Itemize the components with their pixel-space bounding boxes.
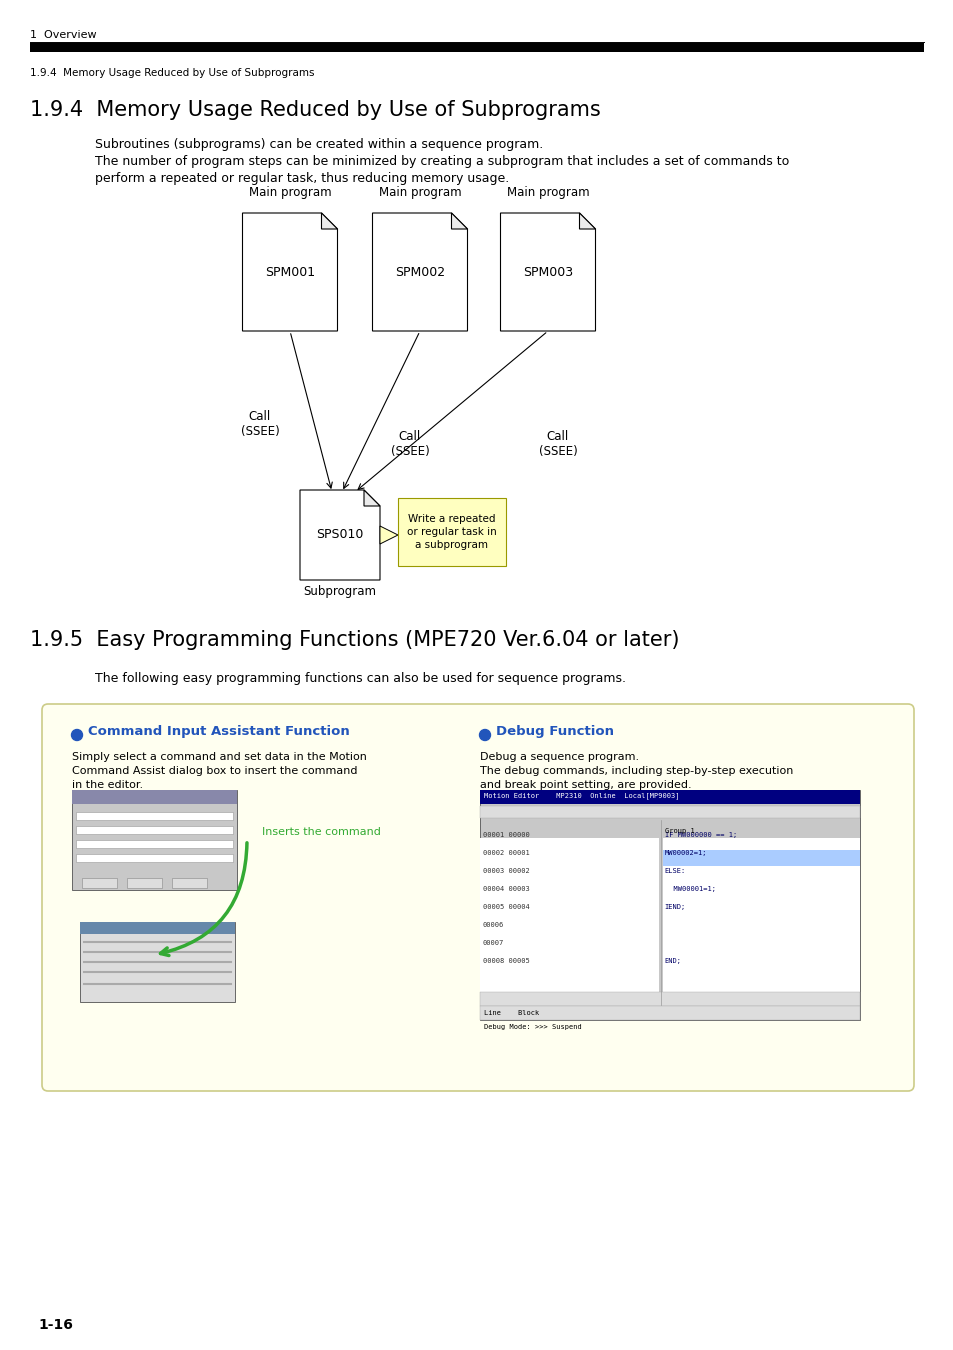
- Text: Main program: Main program: [506, 186, 589, 198]
- FancyBboxPatch shape: [397, 498, 505, 566]
- Text: SPM001: SPM001: [265, 266, 314, 278]
- Text: SPM002: SPM002: [395, 266, 445, 278]
- Bar: [172, 878, 207, 888]
- Text: 1  Overview: 1 Overview: [30, 30, 96, 40]
- Text: Debug a sequence program.: Debug a sequence program.: [479, 752, 639, 761]
- Text: 1.9.4  Memory Usage Reduced by Use of Subprograms: 1.9.4 Memory Usage Reduced by Use of Sub…: [30, 68, 314, 78]
- Bar: [479, 992, 859, 1006]
- Text: Command Assist dialog box to insert the command: Command Assist dialog box to insert the …: [71, 765, 357, 776]
- Text: Motion Editor    MP2310  Online  Local[MP9003]: Motion Editor MP2310 Online Local[MP9003…: [483, 792, 679, 799]
- FancyBboxPatch shape: [80, 922, 234, 1002]
- Polygon shape: [364, 490, 379, 506]
- Polygon shape: [500, 213, 595, 331]
- Text: Call
(SSEE): Call (SSEE): [538, 431, 577, 458]
- Polygon shape: [321, 213, 337, 230]
- Text: Inserts the command: Inserts the command: [262, 828, 380, 837]
- Text: 00005 00004: 00005 00004: [482, 904, 529, 910]
- Text: Main program: Main program: [378, 186, 461, 198]
- Text: Write a repeated
or regular task in
a subprogram: Write a repeated or regular task in a su…: [407, 514, 497, 551]
- Polygon shape: [451, 213, 467, 230]
- Text: Call
(SSEE): Call (SSEE): [390, 431, 429, 458]
- Text: IEND;: IEND;: [664, 904, 685, 910]
- Bar: [479, 838, 658, 1018]
- Text: 1.9.4  Memory Usage Reduced by Use of Subprograms: 1.9.4 Memory Usage Reduced by Use of Sub…: [30, 100, 600, 120]
- Polygon shape: [242, 213, 337, 331]
- Text: 00007: 00007: [482, 940, 504, 946]
- Bar: [80, 922, 234, 934]
- Text: The debug commands, including step-by-step execution: The debug commands, including step-by-st…: [479, 765, 793, 776]
- Text: SPS010: SPS010: [316, 528, 363, 541]
- Bar: [76, 855, 233, 863]
- Text: Simply select a command and set data in the Motion: Simply select a command and set data in …: [71, 752, 367, 761]
- Circle shape: [479, 729, 490, 741]
- Text: 00004 00003: 00004 00003: [482, 886, 529, 892]
- Text: 00001 00000: 00001 00000: [482, 832, 529, 838]
- Circle shape: [71, 729, 82, 741]
- Text: END;: END;: [664, 958, 680, 964]
- Text: 00008 00005: 00008 00005: [482, 958, 529, 964]
- Bar: [71, 790, 236, 805]
- Bar: [76, 826, 233, 834]
- Bar: [479, 806, 859, 818]
- Text: SPM003: SPM003: [522, 266, 573, 278]
- Text: The following easy programming functions can also be used for sequence programs.: The following easy programming functions…: [95, 672, 625, 684]
- Text: 00002 00001: 00002 00001: [482, 850, 529, 856]
- Text: 00006: 00006: [482, 922, 504, 927]
- Bar: [76, 811, 233, 819]
- Bar: [662, 850, 859, 865]
- Text: ELSE:: ELSE:: [664, 868, 685, 873]
- FancyBboxPatch shape: [479, 790, 859, 1021]
- Bar: [82, 878, 117, 888]
- Text: perform a repeated or regular task, thus reducing memory usage.: perform a repeated or regular task, thus…: [95, 171, 509, 185]
- Text: Group 1: Group 1: [664, 828, 694, 834]
- Text: Subprogram: Subprogram: [303, 585, 376, 598]
- FancyBboxPatch shape: [42, 703, 913, 1091]
- Text: and break point setting, are provided.: and break point setting, are provided.: [479, 780, 691, 790]
- Bar: [30, 43, 923, 53]
- Bar: [479, 790, 859, 805]
- Text: Command Input Assistant Function: Command Input Assistant Function: [88, 725, 350, 738]
- FancyBboxPatch shape: [71, 790, 236, 890]
- Text: in the editor.: in the editor.: [71, 780, 143, 790]
- Text: MW00001=1;: MW00001=1;: [664, 886, 715, 892]
- Bar: [127, 878, 162, 888]
- Text: 00003 00002: 00003 00002: [482, 868, 529, 873]
- Text: Debug Function: Debug Function: [496, 725, 614, 738]
- Polygon shape: [379, 526, 397, 544]
- Text: Line    Block: Line Block: [483, 1010, 538, 1017]
- Polygon shape: [578, 213, 595, 230]
- Bar: [479, 1006, 859, 1021]
- Text: 1-16: 1-16: [38, 1318, 72, 1332]
- Bar: [76, 840, 233, 848]
- Polygon shape: [299, 490, 379, 580]
- Text: Call
(SSEE): Call (SSEE): [240, 410, 279, 437]
- Bar: [662, 838, 859, 1018]
- Text: 1.9.5  Easy Programming Functions (MPE720 Ver.6.04 or later): 1.9.5 Easy Programming Functions (MPE720…: [30, 630, 679, 649]
- Text: The number of program steps can be minimized by creating a subprogram that inclu: The number of program steps can be minim…: [95, 155, 788, 167]
- Polygon shape: [372, 213, 467, 331]
- Text: Debug Mode: >>> Suspend: Debug Mode: >>> Suspend: [483, 1025, 581, 1030]
- Text: MW00002=1;: MW00002=1;: [664, 850, 706, 856]
- Text: Subroutines (subprograms) can be created within a sequence program.: Subroutines (subprograms) can be created…: [95, 138, 542, 151]
- Text: IF MW000000 == 1;: IF MW000000 == 1;: [664, 832, 736, 838]
- Text: Main program: Main program: [249, 186, 331, 198]
